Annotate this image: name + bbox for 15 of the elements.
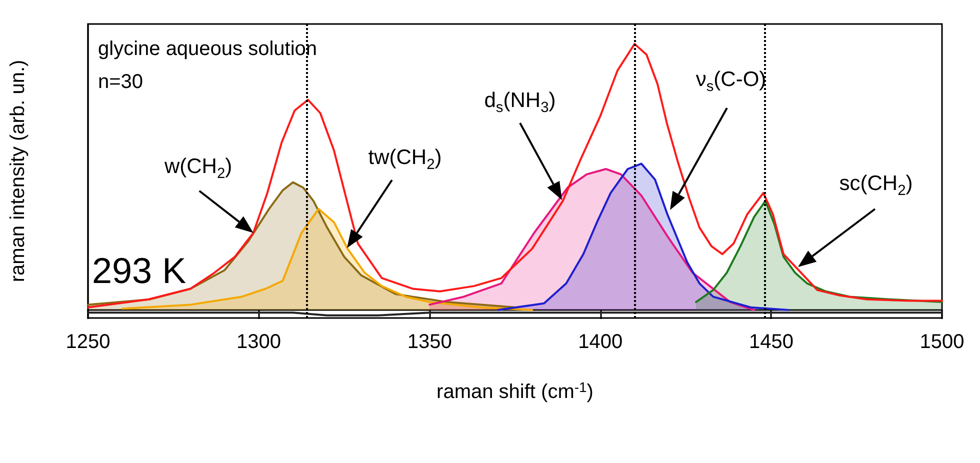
x-tick-label: 1350 bbox=[407, 331, 452, 353]
annotation: ν$_{s}$(C-O) bbox=[696, 68, 766, 94]
x-tick-label: 1500 bbox=[920, 331, 964, 353]
x-tick-label: 1400 bbox=[578, 331, 623, 353]
annotation: tw(CH$_{2}$) bbox=[368, 146, 442, 172]
annotation: d$_{s}$(NH$_{3}$) bbox=[484, 89, 556, 116]
y-axis-title: raman intensity (arb. un.) bbox=[7, 60, 29, 282]
annotation: sc(CH$_{2}$) bbox=[839, 172, 913, 198]
x-tick-label: 1300 bbox=[236, 331, 282, 353]
x-tick-label: 1450 bbox=[748, 331, 794, 353]
annotation: glycine aqueous solution bbox=[98, 38, 318, 60]
annotation: n=30 bbox=[98, 71, 144, 93]
annotation: w(CH$_{2}$) bbox=[164, 154, 232, 182]
x-tick-label: 1250 bbox=[66, 331, 110, 353]
annotation: 293 K bbox=[92, 250, 186, 291]
